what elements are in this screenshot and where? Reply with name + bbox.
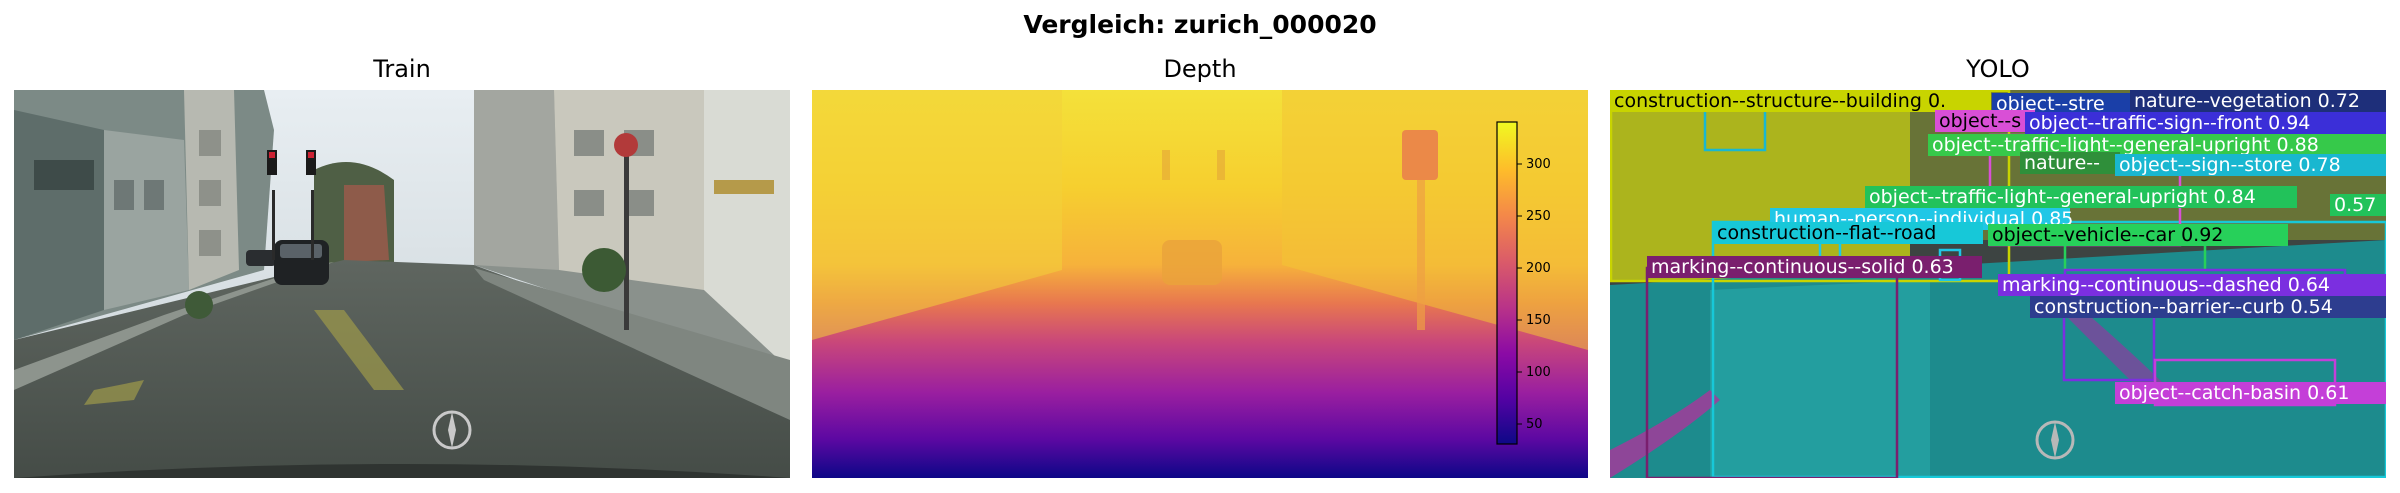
svg-text:construction--barrier--curb 0.: construction--barrier--curb 0.54 xyxy=(2034,296,2333,318)
detection-label: nature-- xyxy=(2020,152,2120,174)
detection-label: object--traffic-light--general-upright 0… xyxy=(1865,186,2297,208)
colorbar-tick-250: 250 xyxy=(1526,209,1551,224)
detection-labels: construction--structure--building 0. obj… xyxy=(1611,90,2386,404)
detection-label: construction--flat--road xyxy=(1713,222,1983,244)
svg-text:object--sign--store 0.78: object--sign--store 0.78 xyxy=(2119,154,2341,176)
colorbar-tick-100: 100 xyxy=(1526,365,1551,380)
detection-label: object--vehicle--car 0.92 xyxy=(1988,224,2288,246)
detection-label: marking--continuous--dashed 0.64 xyxy=(1998,274,2386,296)
svg-text:0.57: 0.57 xyxy=(2334,194,2376,216)
detection-label: object--catch-basin 0.61 xyxy=(2115,382,2386,404)
detection-label: construction--barrier--curb 0.54 xyxy=(2030,296,2386,318)
detection-label: object--traffic-sign--front 0.94 xyxy=(2025,112,2386,134)
panel-title-train: Train xyxy=(373,55,431,83)
detection-label: nature--vegetation 0.72 xyxy=(2130,90,2386,112)
detection-label: object--sign--store 0.78 xyxy=(2115,154,2386,176)
depth-map: 300 250 200 150 100 50 xyxy=(812,90,1588,478)
svg-text:construction--flat--road: construction--flat--road xyxy=(1717,222,1936,244)
svg-text:object--stre: object--stre xyxy=(1996,93,2105,115)
svg-text:object--traffic-sign--front 0.: object--traffic-sign--front 0.94 xyxy=(2029,112,2310,134)
svg-text:marking--continuous--solid 0.6: marking--continuous--solid 0.63 xyxy=(1651,256,1954,278)
svg-text:nature--vegetation 0.72: nature--vegetation 0.72 xyxy=(2134,90,2360,112)
train-image xyxy=(14,90,790,478)
detection-label: construction--structure--building 0. xyxy=(1611,90,1991,112)
colorbar-ticks: 300 250 200 150 100 50 xyxy=(1517,157,1551,432)
colorbar-tick-200: 200 xyxy=(1526,261,1551,276)
panel-title-depth: Depth xyxy=(1163,55,1237,83)
street-scene-photo xyxy=(14,90,790,478)
yolo-output: construction--structure--building 0. obj… xyxy=(1610,90,2386,478)
svg-text:marking--continuous--dashed 0.: marking--continuous--dashed 0.64 xyxy=(2002,274,2330,296)
colorbar-tick-150: 150 xyxy=(1526,313,1551,328)
detection-label: object--traffic-light--general-upright 0… xyxy=(1928,134,2386,156)
svg-text:object--traffic-light--general: object--traffic-light--general-upright 0… xyxy=(1869,186,2256,208)
svg-text:construction--structure--build: construction--structure--building 0. xyxy=(1614,90,1946,112)
detection-label: marking--continuous--solid 0.63 xyxy=(1647,256,1982,278)
colorbar-tick-50: 50 xyxy=(1526,417,1543,432)
figure-title: Vergleich: zurich_000020 xyxy=(1023,10,1377,39)
svg-text:object--catch-basin 0.61: object--catch-basin 0.61 xyxy=(2119,382,2349,404)
panel-title-yolo: YOLO xyxy=(1966,55,2030,83)
detection-label: object--s xyxy=(1935,110,2035,132)
svg-text:nature--: nature-- xyxy=(2024,152,2100,174)
detection-label: 0.57 xyxy=(2330,194,2386,216)
svg-text:object--traffic-light--general: object--traffic-light--general-upright 0… xyxy=(1932,134,2319,156)
colorbar-tick-300: 300 xyxy=(1526,157,1551,172)
detection-label: object--stre xyxy=(1992,93,2142,115)
svg-text:object--s: object--s xyxy=(1939,110,2021,132)
depth-map-image: 300 250 200 150 100 50 xyxy=(812,90,1588,478)
svg-text:object--vehicle--car 0.92: object--vehicle--car 0.92 xyxy=(1992,224,2223,246)
yolo-segmentation: construction--structure--building 0. obj… xyxy=(1610,90,2386,478)
